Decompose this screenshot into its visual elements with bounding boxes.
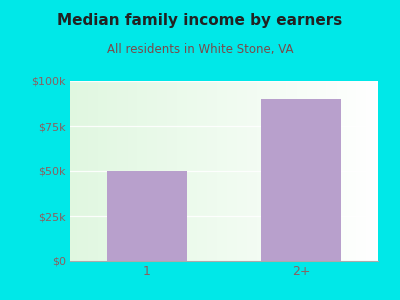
Bar [261,99,341,261]
Text: All residents in White Stone, VA: All residents in White Stone, VA [107,44,293,56]
Text: Median family income by earners: Median family income by earners [57,14,343,28]
Bar [107,171,187,261]
